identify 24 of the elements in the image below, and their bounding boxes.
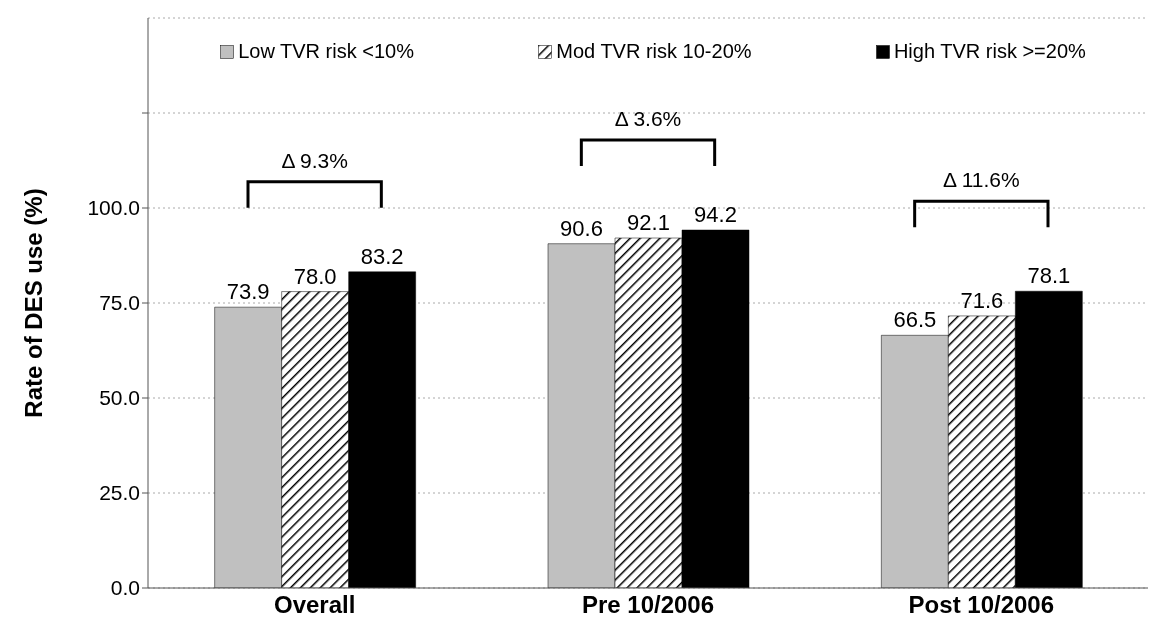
data-label: 78.1: [1027, 263, 1071, 289]
data-label: 66.5: [893, 307, 937, 333]
legend-label: Low TVR risk <10%: [238, 40, 414, 63]
data-label: 94.2: [694, 202, 737, 228]
x-tick-label: Overall: [273, 591, 356, 619]
data-label: 71.6: [960, 287, 1004, 313]
y-tick-label: 0.0: [110, 576, 140, 600]
data-label: 78.0: [293, 263, 337, 289]
data-label: 90.6: [560, 215, 603, 241]
data-label: 92.1: [627, 210, 670, 236]
annotation: Δ 11.6%: [942, 168, 1020, 192]
y-axis-title: Rate of DES use (%): [19, 188, 47, 418]
y-tick-label: 25.0: [99, 481, 140, 505]
annotation: Δ 3.6%: [614, 107, 682, 131]
legend-label: High TVR risk >=20%: [893, 40, 1086, 63]
y-tick-label: 50.0: [99, 386, 140, 410]
x-tick-label: Post 10/2006: [908, 591, 1055, 619]
legend-label: Mod TVR risk 10-20%: [556, 40, 752, 63]
annotation: Δ 9.3%: [281, 148, 348, 172]
data-label: 83.2: [360, 243, 404, 269]
y-tick-label: 75.0: [99, 291, 140, 315]
x-tick-label: Pre 10/2006: [581, 591, 715, 619]
y-tick-label: 100.0: [87, 196, 140, 220]
data-label: 73.9: [226, 279, 270, 305]
